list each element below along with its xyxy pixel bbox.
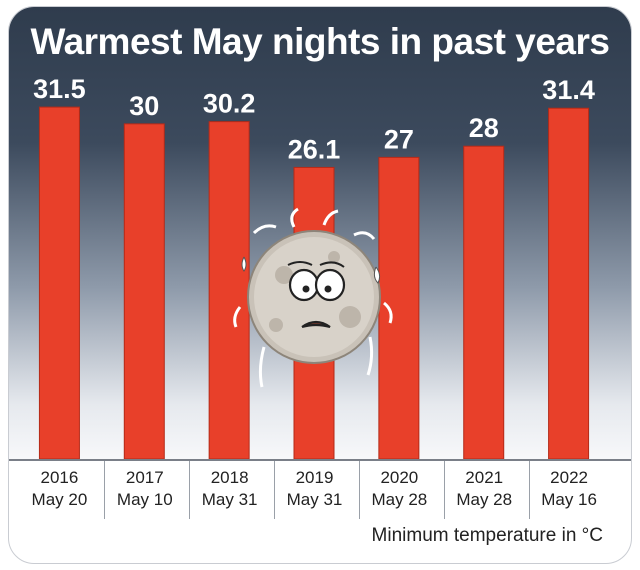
unit-caption: Minimum temperature in °C xyxy=(371,525,603,546)
x-tick-year: 2016 xyxy=(40,468,79,487)
value-label-2017: 30 xyxy=(129,91,159,121)
chart-card: Warmest May nights in past years 31.5 30 3… xyxy=(8,6,632,564)
x-tick-year: 2017 xyxy=(125,468,164,487)
x-tick-2016: 2016 May 20 xyxy=(19,461,99,519)
x-tick-2017: 2017 May 10 xyxy=(104,461,184,519)
x-axis-labels: 2016 May 20 2017 May 10 2018 May 31 2019 May 31… xyxy=(9,461,631,521)
x-tick-2022: 2022 May 16 xyxy=(528,461,609,519)
plot-area: 31.5 30 30.2 26.1 27 28 31.4 xyxy=(33,74,595,459)
x-tick-year: 2021 xyxy=(465,468,504,487)
bar-2016 xyxy=(38,106,80,459)
x-tick-date: May 28 xyxy=(371,490,428,509)
x-tick-date: May 31 xyxy=(286,490,343,509)
x-tick-date: May 20 xyxy=(31,490,88,509)
x-tick-date: May 28 xyxy=(456,490,513,509)
x-tick-year: 2018 xyxy=(210,468,249,487)
bar-2021 xyxy=(463,145,505,459)
x-tick-2021: 2021 May 28 xyxy=(443,461,524,519)
x-tick-year: 2022 xyxy=(550,468,588,487)
sweating-moon-icon xyxy=(233,207,393,388)
value-label-2016: 31.5 xyxy=(33,74,86,104)
x-tick-2018: 2018 May 31 xyxy=(189,461,269,519)
bar-2022 xyxy=(548,107,590,459)
value-label-2020: 27 xyxy=(384,124,414,154)
bar-2018 xyxy=(208,121,250,459)
bar-2020 xyxy=(378,156,420,459)
x-tick-2019: 2019 May 31 xyxy=(274,461,354,519)
x-axis-line xyxy=(9,459,631,461)
value-label-2018: 30.2 xyxy=(203,89,256,119)
x-tick-date: May 16 xyxy=(541,490,597,509)
value-label-2021: 28 xyxy=(469,113,499,143)
chart-title: Warmest May nights in past years xyxy=(30,21,610,62)
x-tick-2020: 2020 May 28 xyxy=(358,461,439,519)
value-label-2022: 31.4 xyxy=(542,75,595,105)
value-label-2019: 26.1 xyxy=(288,134,341,164)
x-tick-year: 2020 xyxy=(380,468,419,487)
bar-2017 xyxy=(123,123,165,459)
x-tick-date: May 31 xyxy=(201,490,258,509)
x-tick-year: 2019 xyxy=(295,468,334,487)
x-tick-date: May 10 xyxy=(116,490,173,509)
